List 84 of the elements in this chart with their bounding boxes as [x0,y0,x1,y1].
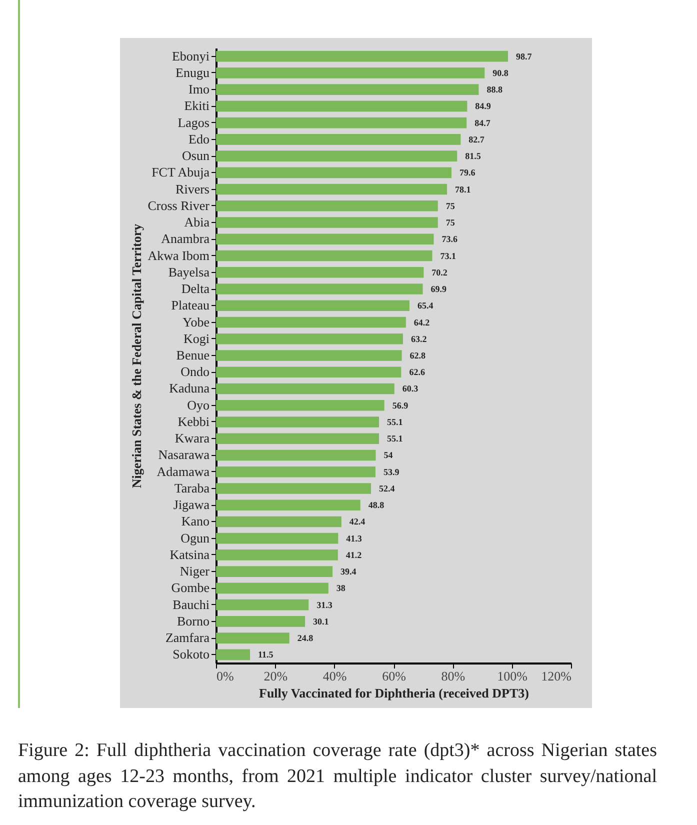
data-label: 60.3 [402,384,419,394]
data-label: 52.4 [379,483,396,494]
data-label: 11.5 [258,650,274,660]
data-label: 69.9 [430,284,448,294]
x-tick-label: 40% [322,668,347,684]
y-tick-label: Kwara [174,430,210,446]
data-label: 42.4 [349,516,366,527]
y-tick-label: Akwa Ibom [148,248,210,263]
y-tick-label: Ekiti [184,98,210,114]
y-tick-label: Ogun [180,530,210,546]
x-tick-label: 120% [541,668,572,684]
x-tick-label: 60% [382,668,406,684]
data-label: 24.8 [297,633,314,644]
data-label: 63.2 [410,334,428,344]
data-label: 56.9 [392,400,409,410]
y-tick-label: Ebonyi [172,48,210,64]
y-tick-label: Cross River [148,198,210,213]
data-label: 70.2 [432,267,448,278]
data-label: 41.3 [346,533,362,544]
y-tick-label: Anambra [161,231,210,246]
data-label: 41.2 [346,550,362,560]
y-tick-label: Bauchi [172,596,210,612]
y-tick-label: Yobe [182,314,210,330]
data-label: 88.8 [486,84,503,95]
x-tick-label: 80% [441,668,466,684]
data-label: 53.9 [383,466,400,477]
data-label: 39.4 [340,566,357,577]
data-label: 48.8 [368,500,385,510]
data-label: 62.8 [410,350,426,360]
x-tick-label: 100% [497,668,528,684]
data-label: 38 [336,583,346,594]
y-tick-label: Oyo [187,397,210,412]
data-label: 84.9 [475,101,492,112]
y-tick-label: Lagos [178,114,210,130]
y-tick-label: Plateau [171,298,210,313]
caption: Figure 2: Full diphtheria vaccination coverage rate (dpt3)* across Nigerian states among ages 12-23 months, from 2021 multiple indicator cluster survey/national immunization coverage survey. [18,739,657,814]
x-tick-label: 0% [216,668,234,684]
y-tick-label: Benue [176,348,210,362]
y-tick-label: Taraba [174,480,210,496]
y-axis-title: Nigerian States & the Federal Capital Territory [128,223,144,488]
data-label: 79.6 [459,168,476,178]
y-tick-label: Adamawa [156,464,210,479]
data-label: 73.1 [440,250,457,261]
data-label: 78.1 [455,184,472,194]
data-label: 55.1 [387,434,404,444]
data-label: 75 [446,218,456,228]
data-label: 55.1 [387,416,404,427]
data-label: 62.6 [409,367,426,378]
y-tick-label: Kogi [184,330,210,346]
data-label: 81.5 [465,151,482,162]
y-tick-label: Enugu [176,64,210,80]
x-axis-title: Fully Vaccinated for Diphtheria (received DPT3) [259,686,529,700]
y-tick-label: Sokoto [172,646,210,662]
y-tick-label: Rivers [176,181,210,196]
y-tick-label: FCT Abuja [152,164,210,180]
y-tick-label: Gombe [171,580,210,596]
y-tick-label: Kano [181,514,210,529]
data-label: 90.8 [492,68,509,78]
data-label: 98.7 [516,51,532,62]
y-tick-label: Kebbi [178,414,210,429]
y-tick-label: Kaduna [169,380,210,396]
data-label: 64.2 [414,317,430,328]
y-tick-label: Ondo [180,364,210,380]
data-label: 73.6 [442,234,458,244]
y-tick-label: Borno [177,613,210,628]
y-tick-label: Imo [188,82,210,97]
data-label: 30.1 [313,616,330,626]
x-tick-label: 20% [264,668,288,684]
y-tick-label: Delta [181,281,210,296]
y-tick-label: Edo [188,131,210,146]
y-tick-label: Katsina [170,546,210,562]
data-label: 84.7 [474,118,491,128]
y-tick-label: Osun [182,148,210,164]
data-label: 54 [384,450,394,460]
y-tick-label: Jigawa [173,497,210,512]
y-tick-label: Niger [180,564,210,579]
y-tick-label: Zamfara [165,630,210,646]
data-label: 31.3 [316,600,333,610]
y-tick-label: Bayelsa [168,264,210,280]
data-label: 65.4 [417,300,434,311]
data-label: 75 [446,200,456,211]
y-tick-label: Nasarawa [158,447,210,462]
data-label: 82.7 [468,134,485,144]
y-tick-label: Abia [184,214,210,230]
